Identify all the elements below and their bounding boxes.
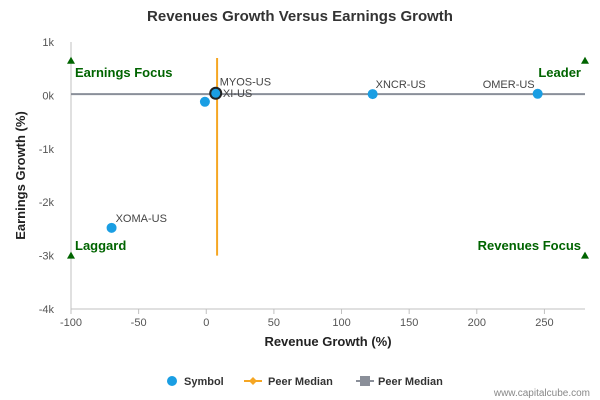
axes — [70, 42, 585, 310]
legend-label: Symbol — [184, 376, 224, 388]
quadrant-label: Laggard — [75, 238, 126, 253]
y-tick-label: -4k — [39, 304, 55, 316]
y-tick-label: 0k — [42, 90, 54, 102]
legend-peer-median-diamond — [249, 377, 257, 385]
x-tick-label: 200 — [468, 317, 486, 329]
legend-label: Peer Median — [378, 376, 443, 388]
x-tick-label: 50 — [268, 317, 280, 329]
point-label: XNCR-US — [376, 79, 426, 91]
quadrant-label: Earnings Focus — [75, 65, 173, 80]
quadrant-label: Revenues Focus — [478, 238, 581, 253]
x-axis-label: Revenue Growth (%) — [264, 334, 391, 349]
point-label: XI-US — [223, 88, 252, 100]
quadrant-marker-bottom-left — [67, 251, 75, 259]
x-tick-label: -50 — [131, 317, 147, 329]
point-label: MYOS-US — [220, 76, 271, 88]
chart-title: Revenues Growth Versus Earnings Growth — [147, 8, 453, 25]
legend-label: Peer Median — [268, 376, 333, 388]
data-point — [199, 96, 210, 107]
data-point — [532, 88, 543, 99]
quadrant-labels: Earnings Focus Leader Laggard Revenues Focu… — [67, 56, 589, 259]
legend-symbol-marker — [167, 376, 177, 386]
point-label: OMER-US — [483, 79, 535, 91]
credit-text: www.capitalcube.com — [493, 388, 590, 399]
x-tick-label: 100 — [332, 317, 350, 329]
legend-peer-median-square — [360, 376, 370, 386]
highlighted-point — [209, 86, 223, 100]
x-tick-label: 250 — [535, 317, 553, 329]
y-tick-label: -2k — [39, 197, 55, 209]
tick-labels: -100 -50 0 50 100 150 200 250 1k 0k -1k -2k -3k -4k — [39, 37, 554, 329]
quadrant-marker-bottom-right — [581, 251, 589, 259]
data-point — [367, 89, 378, 100]
data-point — [106, 222, 117, 233]
quadrant-marker-top-left — [67, 56, 75, 64]
y-axis-label: Earnings Growth (%) — [13, 111, 28, 240]
quadrant-marker-top-right — [581, 56, 589, 64]
quadrant-label: Leader — [538, 65, 581, 80]
point-label: XOMA-US — [116, 213, 167, 225]
x-tick-label: 150 — [400, 317, 418, 329]
legend: Symbol Peer Median Peer Median — [167, 376, 443, 388]
x-tick-label: 0 — [203, 317, 209, 329]
y-tick-label: -1k — [39, 144, 55, 156]
y-tick-label: -3k — [39, 251, 55, 263]
x-tick-label: -100 — [60, 317, 82, 329]
y-tick-label: 1k — [42, 37, 54, 49]
